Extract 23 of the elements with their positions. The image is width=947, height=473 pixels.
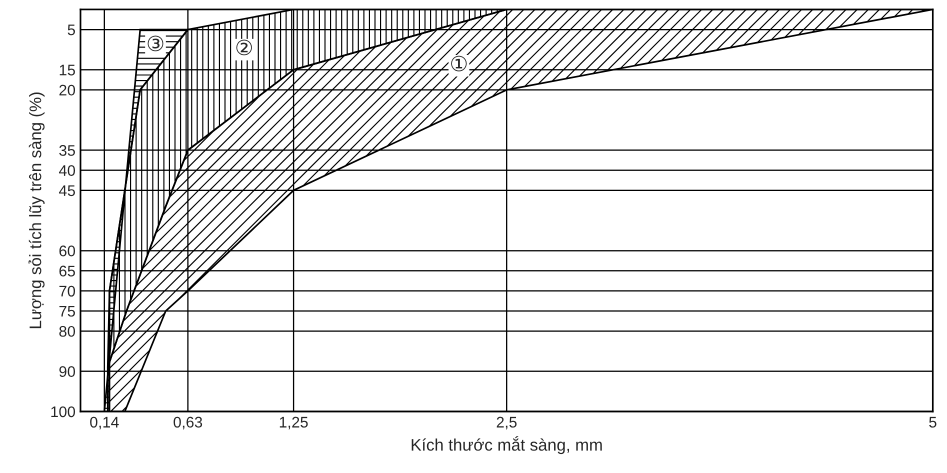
y-tick-label: 5 — [68, 24, 75, 36]
y-tick-label: 15 — [60, 64, 75, 76]
y-tick-label: 20 — [59, 84, 76, 96]
x-tick-label: 2,5 — [496, 416, 517, 430]
y-tick-label: 60 — [59, 246, 76, 256]
y-tick-label: 75 — [59, 306, 75, 317]
y-tick-label: 100 — [51, 406, 76, 418]
x-tick-label: 1,25 — [280, 416, 308, 430]
annotation: ③ — [148, 36, 164, 52]
x-axis-title: Kích thước mắt sàng, mm — [412, 436, 602, 454]
y-tick-label: 65 — [59, 266, 75, 276]
y-tick-label: 45 — [58, 185, 75, 196]
y-axis-title: Lượng sỏi tích lũy trên sàng (%) — [28, 92, 45, 328]
y-tick-label: 80 — [59, 326, 76, 337]
annotation: ② — [236, 40, 252, 56]
y-tick-label: 40 — [58, 165, 76, 176]
y-tick-label: 35 — [59, 145, 75, 156]
y-tick-label: 70 — [59, 286, 76, 297]
x-tick-label: 0,14 — [90, 416, 119, 430]
x-tick-label: 5 — [929, 416, 936, 428]
x-tick-label: 0,63 — [174, 416, 202, 430]
y-tick-label: 90 — [59, 366, 76, 377]
annotation: ① — [451, 56, 467, 72]
